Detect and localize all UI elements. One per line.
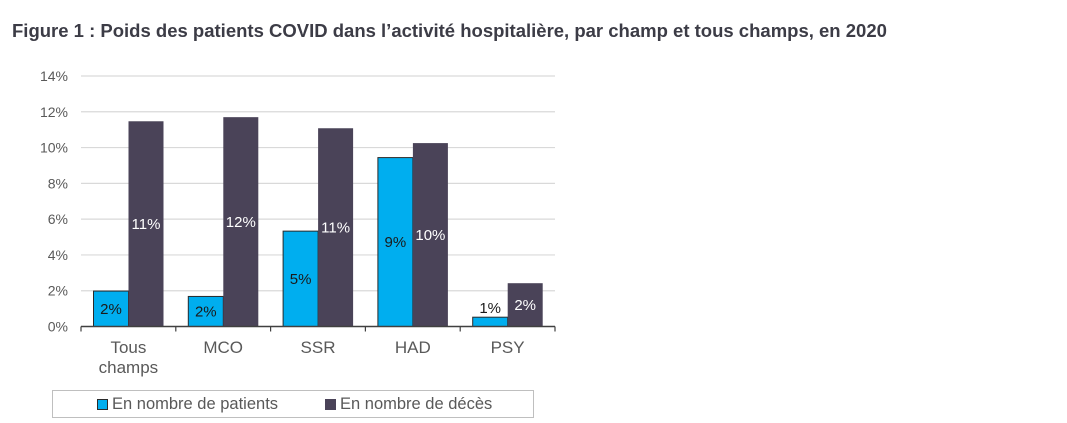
legend-swatch-patients bbox=[97, 399, 108, 410]
y-tick-label: 4% bbox=[48, 247, 68, 263]
data-label: 1% bbox=[479, 300, 501, 317]
x-tick-label: HAD bbox=[395, 338, 431, 357]
legend-label-deces: En nombre de décès bbox=[340, 395, 493, 413]
x-tick-label: Tous bbox=[110, 338, 146, 357]
bar-deces bbox=[318, 128, 354, 327]
data-label: 2% bbox=[100, 301, 122, 318]
data-label: 2% bbox=[514, 297, 536, 314]
bar-patients bbox=[282, 230, 319, 327]
x-tick-label: PSY bbox=[491, 338, 525, 357]
data-label: 9% bbox=[385, 234, 407, 251]
bar-deces bbox=[507, 283, 543, 327]
data-label: 10% bbox=[415, 227, 445, 244]
bar-deces bbox=[412, 143, 448, 327]
legend-swatch-deces bbox=[325, 399, 336, 410]
data-label: 2% bbox=[195, 303, 217, 320]
y-tick-label: 12% bbox=[40, 104, 68, 120]
data-label: 12% bbox=[226, 214, 256, 231]
data-label: 5% bbox=[290, 271, 312, 288]
bar-deces bbox=[223, 117, 259, 327]
legend-item-deces: En nombre de décès bbox=[325, 395, 492, 414]
y-tick-label: 10% bbox=[40, 140, 68, 156]
legend: En nombre de patients En nombre de décès bbox=[52, 390, 534, 418]
chart-title: Figure 1 : Poids des patients COVID dans… bbox=[12, 20, 887, 41]
legend-item-patients: En nombre de patients bbox=[97, 395, 278, 414]
y-tick-label: 6% bbox=[48, 211, 68, 227]
bar-deces bbox=[128, 121, 164, 327]
y-tick-label: 0% bbox=[48, 319, 68, 335]
y-tick-label: 14% bbox=[40, 68, 68, 84]
y-tick-label: 8% bbox=[48, 175, 68, 191]
legend-label-patients: En nombre de patients bbox=[112, 395, 279, 413]
bar-patients bbox=[472, 316, 509, 327]
x-tick-label: champs bbox=[99, 358, 159, 377]
bar-patients bbox=[377, 157, 414, 327]
data-label: 11% bbox=[132, 216, 161, 233]
x-tick-label: SSR bbox=[301, 338, 336, 357]
y-tick-label: 2% bbox=[48, 283, 68, 299]
x-tick-label: MCO bbox=[203, 338, 243, 357]
data-label: 11% bbox=[321, 219, 350, 236]
